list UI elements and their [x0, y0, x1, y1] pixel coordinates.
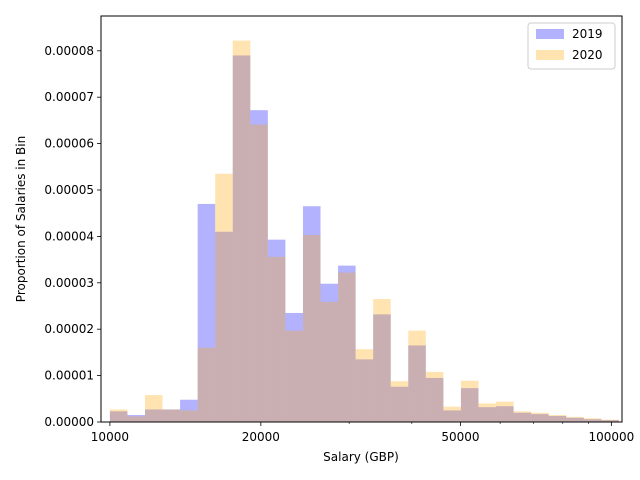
y-tick-label: 0.00001 — [44, 369, 94, 383]
bar-2020-bin-28 — [601, 419, 619, 422]
bar-2019-bin-2 — [144, 409, 163, 422]
bar-2020-bin-16 — [390, 381, 409, 422]
bar-2020-bin-27 — [583, 418, 602, 422]
y-axis-ticks: 0.00000 0.00001 0.00002 0.00003 0.00004 0.000… — [44, 44, 101, 429]
bar-2019-bin-21 — [478, 407, 497, 422]
x-tick-label: 50000 — [441, 430, 479, 444]
x-axis-label: Salary (GBP) — [323, 450, 399, 464]
bar-2019-bin-7 — [232, 55, 251, 422]
bar-2020-bin-21 — [478, 403, 497, 422]
y-axis-label: Proportion of Salaries in Bin — [14, 136, 28, 302]
bar-2020-bin-17 — [408, 330, 426, 422]
bar-2020-bin-23 — [513, 411, 532, 422]
y-tick-label: 0.00006 — [44, 137, 94, 151]
bar-2019-bin-28 — [601, 420, 619, 422]
bar-2020-bin-24 — [531, 412, 549, 422]
legend-swatch-2020 — [536, 50, 564, 60]
y-tick-label: 0.00007 — [44, 90, 94, 104]
bar-2020-bin-11 — [302, 235, 321, 422]
bar-2020-bin-2 — [144, 395, 163, 422]
legend-label-2019: 2019 — [572, 27, 603, 41]
bar-2020-bin-7 — [232, 40, 251, 423]
bar-2019-bin-18 — [425, 377, 444, 422]
axes-frame — [100, 15, 623, 423]
bar-2020-bin-5 — [197, 347, 216, 422]
y-tick-label: 0.00008 — [44, 44, 94, 58]
bar-2019-bin-26 — [566, 417, 584, 422]
bar-2019-bin-24 — [531, 414, 549, 422]
bar-2019-bin-4 — [180, 399, 198, 422]
y-tick-label: 0.00005 — [44, 183, 94, 197]
bar-2019-bin-13 — [338, 265, 356, 422]
bar-2020-bin-4 — [180, 410, 198, 422]
bar-2019-bin-10 — [285, 312, 303, 422]
bar-2019-bin-22 — [496, 406, 514, 422]
bar-2019-bin-5 — [197, 203, 216, 422]
legend-swatch-2019 — [536, 29, 564, 39]
x-tick-label: 100000 — [588, 430, 634, 444]
bar-2020-bin-15 — [373, 299, 391, 422]
x-tick-label: 10000 — [91, 430, 129, 444]
bar-2020-bin-8 — [250, 124, 268, 422]
bar-2019-bin-9 — [267, 239, 286, 422]
bar-2019-bin-12 — [320, 283, 339, 422]
bar-2019-bin-0 — [109, 411, 128, 422]
bar-2020-bin-25 — [548, 415, 567, 422]
series-2020-bars — [109, 40, 619, 423]
legend: 2019 2020 — [527, 22, 616, 70]
bar-2020-bin-20 — [460, 380, 479, 422]
bar-2019-bin-15 — [373, 314, 391, 422]
y-tick-label: 0.00004 — [44, 229, 94, 243]
bar-2020-bin-3 — [162, 409, 181, 422]
bar-2019-bin-14 — [355, 359, 374, 422]
x-tick-label: 20000 — [242, 430, 280, 444]
x-axis-ticks: 10000 20000 50000 100000 — [91, 422, 634, 444]
bar-2019-bin-25 — [548, 415, 567, 422]
y-tick-label: 0.00002 — [44, 322, 94, 336]
bar-2020-bin-1 — [127, 416, 145, 422]
bar-2019-bin-1 — [127, 415, 145, 422]
bar-2019-bin-11 — [302, 206, 321, 422]
bar-2020-bin-9 — [267, 256, 286, 422]
bar-2020-bin-12 — [320, 301, 339, 422]
bar-2020-bin-6 — [215, 173, 233, 422]
bar-2019-bin-17 — [408, 345, 426, 422]
bar-2019-bin-3 — [162, 409, 181, 422]
bar-2020-bin-22 — [496, 401, 514, 422]
bar-2019-bin-8 — [250, 110, 268, 422]
bar-2020-bin-19 — [443, 406, 461, 422]
bar-2019-bin-16 — [390, 386, 409, 422]
bar-2019-bin-20 — [460, 388, 479, 422]
bar-2019-bin-27 — [583, 419, 602, 422]
bar-2019-bin-23 — [513, 412, 532, 422]
y-tick-label: 0.00003 — [44, 276, 94, 290]
bar-2020-bin-10 — [285, 330, 303, 422]
legend-label-2020: 2020 — [572, 48, 603, 62]
series-2019-bars — [109, 55, 619, 422]
bar-2020-bin-14 — [355, 349, 374, 422]
bar-2019-bin-6 — [215, 231, 233, 422]
bar-2020-bin-0 — [109, 409, 128, 422]
y-tick-label: 0.00000 — [44, 415, 94, 429]
bar-2020-bin-13 — [338, 272, 356, 422]
bar-2019-bin-19 — [443, 410, 461, 422]
bar-2020-bin-18 — [425, 371, 444, 422]
legend-frame — [527, 22, 616, 70]
bar-2020-bin-26 — [566, 416, 584, 422]
